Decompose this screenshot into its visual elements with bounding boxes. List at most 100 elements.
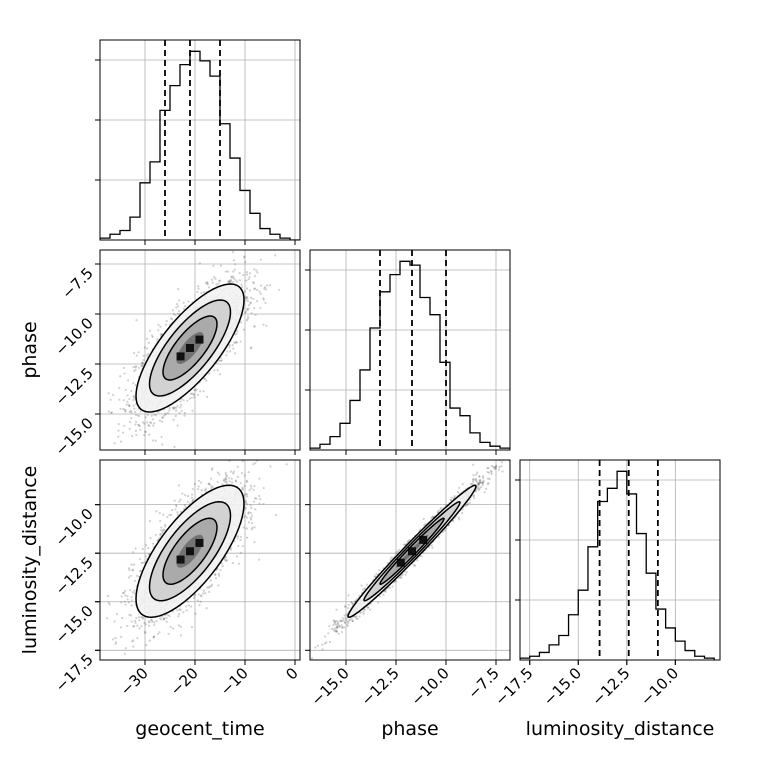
scatter-point (135, 616, 138, 620)
scatter-point (247, 304, 251, 307)
scatter-point (163, 529, 166, 532)
scatter-point (158, 512, 161, 515)
scatter-point (245, 319, 249, 322)
scatter-point (226, 270, 230, 273)
scatter-point (127, 601, 130, 604)
scatter-point (249, 301, 252, 304)
scatter-point (147, 624, 151, 627)
scatter-point (224, 558, 227, 561)
scatter-point (262, 298, 265, 301)
scatter-point (132, 404, 135, 407)
scatter-point (150, 334, 154, 337)
scatter-point (134, 423, 137, 426)
scatter-point (145, 555, 148, 558)
scatter-point (151, 418, 155, 421)
scatter-point (160, 435, 163, 439)
scatter-point (229, 548, 233, 551)
scatter-point (206, 282, 209, 285)
scatter-point (145, 544, 148, 547)
scatter-point (204, 282, 208, 285)
scatter-point (114, 641, 118, 644)
scatter-point (199, 594, 202, 597)
scatter-point (222, 479, 225, 482)
pair-plot-area (105, 446, 307, 655)
scatter-point (221, 446, 223, 448)
scatter-point (121, 616, 124, 620)
scatter-point (145, 337, 149, 340)
scatter-point (163, 525, 167, 528)
scatter-point (140, 364, 144, 367)
scatter-point (133, 619, 137, 622)
scatter-point (242, 256, 246, 259)
scatter-point (142, 358, 145, 362)
scatter-point (253, 446, 255, 448)
scatter-point (243, 255, 246, 258)
scatter-point (231, 562, 234, 565)
scatter-point (228, 344, 231, 347)
scatter-point (134, 368, 137, 371)
marginal-panel-phase (305, 249, 511, 455)
scatter-point (224, 476, 227, 479)
scatter-point (168, 614, 171, 618)
scatter-point (236, 475, 239, 478)
scatter-point (197, 479, 200, 482)
density-core-bin (195, 335, 204, 344)
scatter-point (131, 568, 134, 571)
scatter-point (305, 469, 307, 471)
scatter-point (197, 485, 200, 488)
scatter-point (139, 428, 142, 431)
scatter-point (142, 561, 145, 564)
scatter-point (113, 620, 116, 623)
scatter-point (115, 612, 119, 616)
scatter-point (239, 551, 242, 554)
scatter-point (161, 529, 165, 533)
scatter-point (123, 424, 126, 427)
scatter-point (123, 408, 126, 411)
scatter-point (132, 551, 135, 554)
scatter-point (204, 487, 207, 490)
scatter-point (123, 600, 126, 603)
scatter-point (158, 419, 162, 422)
scatter-point (210, 278, 213, 281)
scatter-point (250, 346, 253, 349)
scatter-point (217, 279, 221, 282)
scatter-point (200, 488, 203, 492)
scatter-point (165, 319, 168, 323)
scatter-point (202, 592, 205, 595)
scatter-point (227, 280, 230, 283)
scatter-point (141, 361, 144, 365)
scatter-point (241, 487, 245, 490)
scatter-point (179, 634, 183, 637)
scatter-point (130, 416, 133, 420)
scatter-point (192, 392, 195, 396)
scatter-point (253, 325, 256, 328)
scatter-point (186, 399, 189, 402)
scatter-point (235, 329, 239, 332)
scatter-point (184, 505, 187, 509)
scatter-point (147, 620, 151, 623)
scatter-point (234, 480, 238, 483)
scatter-point (235, 555, 239, 558)
scatter-point (200, 595, 203, 598)
scatter-point (176, 424, 179, 427)
scatter-point (234, 341, 237, 344)
scatter-point (193, 483, 197, 486)
scatter-point (206, 586, 209, 589)
scatter-point (179, 608, 182, 611)
scatter-point (168, 406, 171, 410)
scatter-point (224, 473, 228, 477)
density-core-bin (186, 344, 194, 352)
scatter-point (230, 481, 234, 484)
scatter-point (174, 314, 177, 317)
scatter-point (109, 398, 112, 401)
scatter-point (143, 422, 146, 425)
scatter-point (154, 414, 158, 417)
scatter-point (250, 518, 253, 521)
scatter-point (166, 614, 170, 617)
scatter-point (198, 390, 202, 393)
scatter-point (256, 271, 259, 274)
scatter-point (225, 478, 228, 481)
scatter-point (138, 414, 141, 418)
scatter-point (126, 595, 129, 598)
scatter-point (130, 563, 133, 566)
